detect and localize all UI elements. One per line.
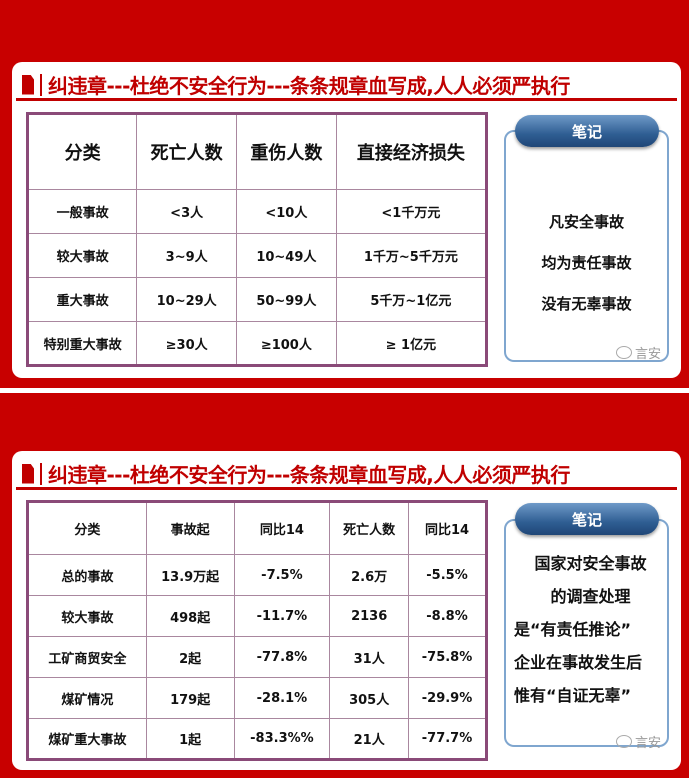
cell: -83.3%% bbox=[233, 718, 331, 760]
table-row: 工矿商贸安全 2起 -77.8% 31人 -75.8% bbox=[27, 636, 487, 678]
table-header-row: 分类 事故起 同比14 死亡人数 同比14 bbox=[27, 501, 487, 555]
cell: 2起 bbox=[145, 636, 235, 678]
cell: 13.9万起 bbox=[145, 554, 235, 596]
cell: 2136 bbox=[329, 595, 410, 637]
title-underline bbox=[16, 487, 677, 490]
cell: 31人 bbox=[329, 636, 410, 678]
page-icon bbox=[22, 463, 34, 484]
header-cell: 直接经济损失 bbox=[335, 113, 488, 190]
cell: -8.8% bbox=[408, 595, 487, 637]
cell: 特别重大事故 bbox=[26, 321, 138, 366]
note-line: 的调查处理 bbox=[550, 587, 631, 606]
watermark: 言安 bbox=[615, 343, 661, 362]
cell: 较大事故 bbox=[27, 595, 147, 637]
wechat-icon bbox=[615, 346, 632, 359]
cell: 煤矿重大事故 bbox=[27, 718, 147, 760]
note-line: 凡安全事故 bbox=[548, 213, 624, 231]
cell: -77.7% bbox=[408, 718, 487, 760]
header-cell: 分类 bbox=[27, 501, 147, 555]
cell: -5.5% bbox=[408, 554, 487, 596]
table-row: 较大事故 3~9人 10~49人 1千万~5千万元 bbox=[26, 233, 488, 278]
cell: 1千万~5千万元 bbox=[335, 233, 488, 278]
cell: 1起 bbox=[145, 718, 235, 760]
watermark: 言安 bbox=[615, 732, 661, 751]
cell: <3人 bbox=[136, 189, 237, 234]
divider bbox=[40, 462, 42, 485]
cell: -75.8% bbox=[408, 636, 487, 678]
cell: 总的事故 bbox=[27, 554, 147, 596]
cell: <10人 bbox=[236, 189, 337, 234]
cell: 较大事故 bbox=[26, 233, 138, 278]
table-row: 煤矿情况 179起 -28.1% 305人 -29.9% bbox=[27, 677, 487, 719]
note-line: 没有无辜事故 bbox=[541, 295, 632, 313]
accident-statistics-table: 分类 事故起 同比14 死亡人数 同比14 总的事故 13.9万起 -7.5% 2.6… bbox=[26, 500, 488, 761]
table-row: 煤矿重大事故 1起 -83.3%% 21人 -77.7% bbox=[27, 718, 487, 760]
cell: 179起 bbox=[145, 677, 235, 719]
cell: 305人 bbox=[329, 677, 410, 719]
slide-title: 纠违章---杜绝不安全行为---条条规章血写成,人人必须严执行 bbox=[22, 70, 570, 99]
cell: 重大事故 bbox=[26, 277, 138, 322]
note-box: 国家对安全事故 的调查处理 是“有责任推论” 企业在事故发生后 惟有“自证无辜” bbox=[504, 519, 669, 747]
slide-2: 纠违章---杜绝不安全行为---条条规章血写成,人人必须严执行 分类 事故起 同… bbox=[0, 393, 689, 778]
accident-classification-table: 分类 死亡人数 重伤人数 直接经济损失 一般事故 <3人 <10人 <1千万元 较大事… bbox=[26, 112, 488, 367]
header-cell: 事故起 bbox=[145, 501, 235, 555]
cell: 498起 bbox=[145, 595, 235, 637]
table-row: 重大事故 10~29人 50~99人 5千万~1亿元 bbox=[26, 277, 488, 322]
table-row: 较大事故 498起 -11.7% 2136 -8.8% bbox=[27, 595, 487, 637]
table-header-row: 分类 死亡人数 重伤人数 直接经济损失 bbox=[26, 113, 488, 190]
cell: <1千万元 bbox=[335, 189, 488, 234]
slide-panel: 纠违章---杜绝不安全行为---条条规章血写成,人人必须严执行 分类 事故起 同… bbox=[12, 451, 681, 770]
note-text: 国家对安全事故 的调查处理 是“有责任推论” 企业在事故发生后 惟有“自证无辜” bbox=[506, 547, 667, 712]
wechat-icon bbox=[615, 735, 632, 748]
cell: -77.8% bbox=[233, 636, 331, 678]
slide-1: 纠违章---杜绝不安全行为---条条规章血写成,人人必须严执行 分类 死亡人数 … bbox=[0, 0, 689, 388]
header-cell: 死亡人数 bbox=[136, 113, 237, 190]
title-text: 纠违章---杜绝不安全行为---条条规章血写成,人人必须严执行 bbox=[48, 74, 570, 98]
note-line: 企业在事故发生后 bbox=[514, 653, 643, 672]
table-row: 特别重大事故 ≥30人 ≥100人 ≥ 1亿元 bbox=[26, 321, 488, 366]
note-label: 笔记 bbox=[515, 115, 659, 147]
note-line: 惟有“自证无辜” bbox=[514, 686, 632, 705]
note-label: 笔记 bbox=[515, 503, 659, 535]
cell: ≥ 1亿元 bbox=[335, 321, 488, 366]
slide-title: 纠违章---杜绝不安全行为---条条规章血写成,人人必须严执行 bbox=[22, 459, 570, 488]
cell: 煤矿情况 bbox=[27, 677, 147, 719]
note-line: 是“有责任推论” bbox=[514, 620, 632, 639]
watermark-text: 言安 bbox=[634, 347, 661, 362]
cell: 3~9人 bbox=[136, 233, 237, 278]
cell: -28.1% bbox=[233, 677, 331, 719]
cell: -7.5% bbox=[233, 554, 331, 596]
table-row: 总的事故 13.9万起 -7.5% 2.6万 -5.5% bbox=[27, 554, 487, 596]
slide-panel: 纠违章---杜绝不安全行为---条条规章血写成,人人必须严执行 分类 死亡人数 … bbox=[12, 62, 681, 378]
cell: 10~49人 bbox=[236, 233, 337, 278]
divider bbox=[40, 73, 42, 96]
cell: ≥100人 bbox=[236, 321, 337, 366]
table-row: 一般事故 <3人 <10人 <1千万元 bbox=[26, 189, 488, 234]
header-cell: 分类 bbox=[26, 113, 138, 190]
title-underline bbox=[16, 98, 677, 101]
cell: 21人 bbox=[329, 718, 410, 760]
header-cell: 同比14 bbox=[408, 501, 487, 555]
cell: 5千万~1亿元 bbox=[335, 277, 488, 322]
watermark-text: 言安 bbox=[634, 736, 661, 751]
note-text: 凡安全事故 均为责任事故 没有无辜事故 bbox=[506, 202, 667, 325]
page-icon bbox=[22, 74, 34, 95]
cell: 工矿商贸安全 bbox=[27, 636, 147, 678]
title-text: 纠违章---杜绝不安全行为---条条规章血写成,人人必须严执行 bbox=[48, 463, 570, 487]
cell: -11.7% bbox=[233, 595, 331, 637]
header-cell: 重伤人数 bbox=[236, 113, 337, 190]
cell: ≥30人 bbox=[136, 321, 237, 366]
cell: 2.6万 bbox=[329, 554, 410, 596]
header-cell: 死亡人数 bbox=[329, 501, 410, 555]
cell: 10~29人 bbox=[136, 277, 237, 322]
note-line: 均为责任事故 bbox=[541, 254, 632, 272]
cell: 一般事故 bbox=[26, 189, 138, 234]
note-box: 凡安全事故 均为责任事故 没有无辜事故 bbox=[504, 130, 669, 362]
cell: -29.9% bbox=[408, 677, 487, 719]
note-line: 国家对安全事故 bbox=[534, 554, 647, 573]
cell: 50~99人 bbox=[236, 277, 337, 322]
header-cell: 同比14 bbox=[233, 501, 331, 555]
